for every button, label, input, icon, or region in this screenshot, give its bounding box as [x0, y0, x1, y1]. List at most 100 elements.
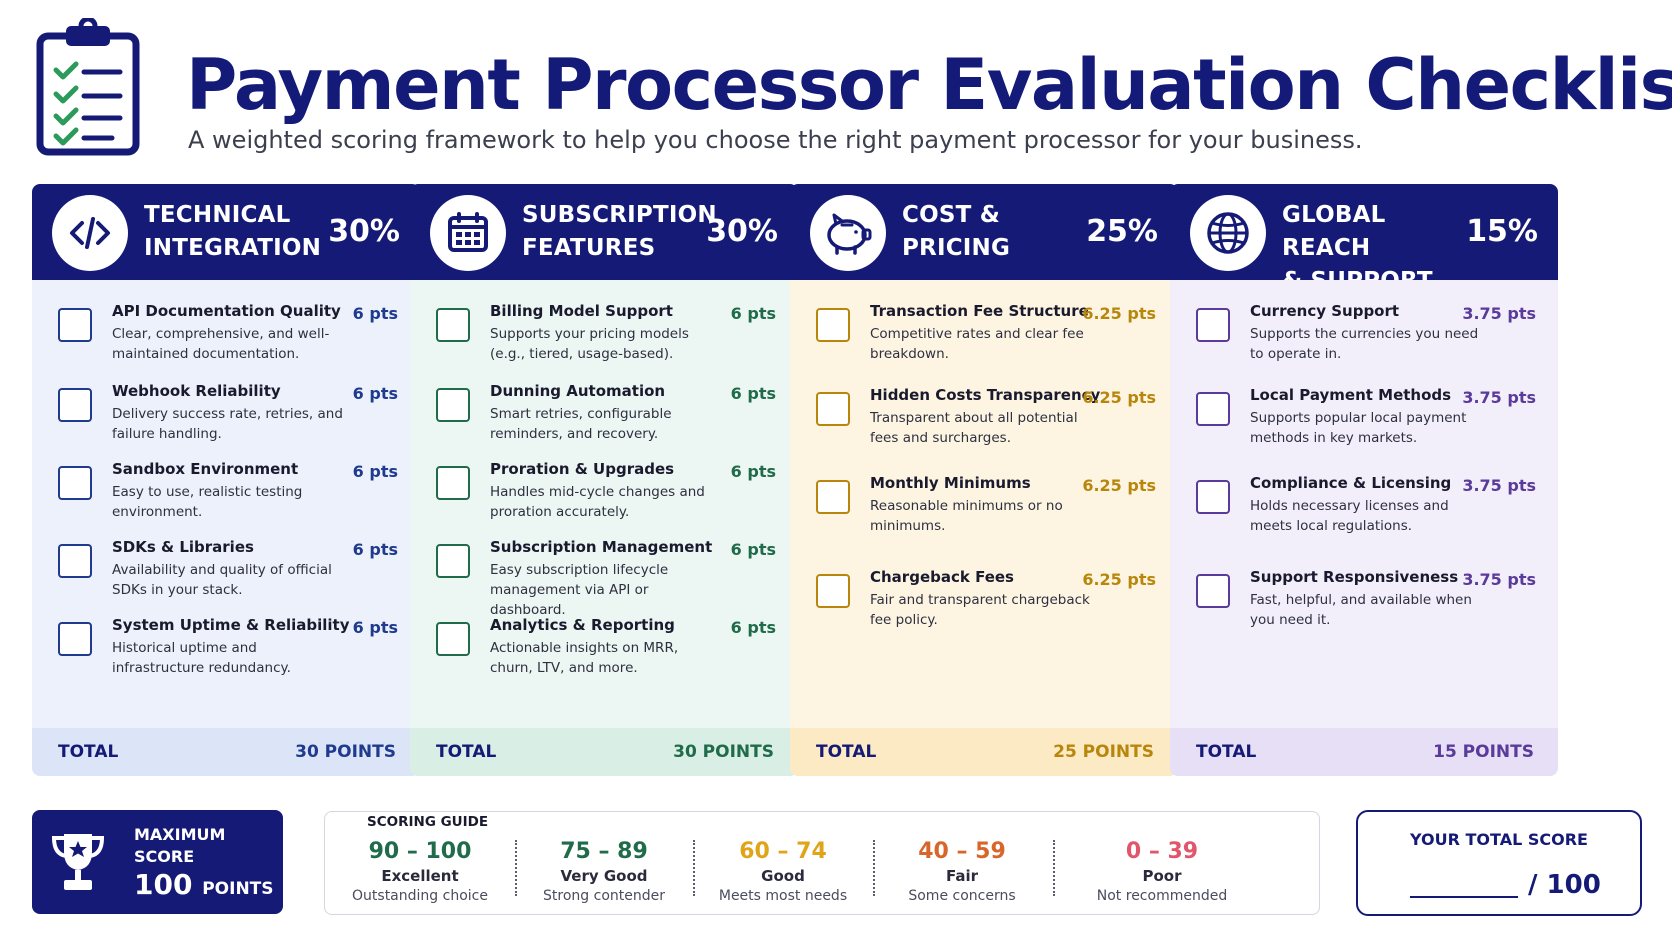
- checklist-item: System Uptime & Reliability Historical up…: [32, 614, 420, 694]
- band-desc: Meets most needs: [718, 888, 848, 904]
- item-title: Currency Support: [1250, 302, 1400, 320]
- item-description: Fair and transparent chargeback fee poli…: [870, 592, 1090, 628]
- checkbox[interactable]: [58, 622, 92, 656]
- band-range: 60 – 74: [739, 839, 827, 864]
- item-points: 3.75 pts: [1462, 388, 1536, 407]
- band-range: 75 – 89: [560, 839, 648, 864]
- checkbox[interactable]: [58, 544, 92, 578]
- item-title: API Documentation Quality: [112, 302, 341, 320]
- divider: [873, 840, 875, 896]
- item-points: 3.75 pts: [1462, 304, 1536, 323]
- card-header: GLOBAL REACH& SUPPORT 15%: [1170, 184, 1558, 294]
- card-weight: 30%: [328, 214, 400, 249]
- item-title: Transaction Fee Structure: [870, 302, 1089, 320]
- item-points: 3.75 pts: [1462, 476, 1536, 495]
- card-header: TECHNICAL INTEGRATION 30%: [32, 184, 420, 280]
- item-points: 6 pts: [730, 384, 776, 403]
- trophy-icon: [51, 834, 105, 890]
- checkbox[interactable]: [58, 466, 92, 500]
- item-description: Handles mid-cycle changes and proration …: [490, 484, 705, 520]
- item-points: 6 pts: [352, 384, 398, 403]
- score-entry-line[interactable]: [1410, 896, 1518, 898]
- item-points: 6 pts: [352, 540, 398, 559]
- total-label: TOTAL: [1196, 742, 1257, 762]
- item-points: 6 pts: [730, 540, 776, 559]
- total-score-box[interactable]: YOUR TOTAL SCORE / 100: [1356, 810, 1642, 916]
- checklist-item: Sandbox Environment Easy to use, realisti…: [32, 458, 420, 538]
- checkbox[interactable]: [1196, 308, 1230, 342]
- card-footer: TOTAL 25 POINTS: [790, 728, 1178, 776]
- card-weight: 25%: [1086, 214, 1158, 249]
- card-weight: 15%: [1466, 214, 1538, 249]
- item-title: Subscription Management: [490, 538, 713, 556]
- item-points: 6.25 pts: [1082, 570, 1156, 589]
- item-title: Compliance & Licensing: [1250, 474, 1452, 492]
- checklist-item: Local Payment Methods Supports popular lo…: [1170, 384, 1558, 464]
- item-title: Proration & Upgrades: [490, 460, 675, 478]
- checkbox[interactable]: [436, 544, 470, 578]
- checkbox[interactable]: [1196, 574, 1230, 608]
- header: Payment Processor Evaluation Checklist A…: [36, 16, 1672, 166]
- item-description: Clear, comprehensive, and well-maintaine…: [112, 326, 330, 362]
- checkbox[interactable]: [816, 308, 850, 342]
- item-description: Holds necessary licenses and meets local…: [1250, 498, 1449, 534]
- checkbox[interactable]: [1196, 392, 1230, 426]
- band-desc: Outstanding choice: [352, 888, 488, 904]
- card-header: COST & PRICING 25%: [790, 184, 1178, 280]
- total-label: TOTAL: [58, 742, 119, 762]
- checkbox[interactable]: [58, 308, 92, 342]
- total-score-label: YOUR TOTAL SCORE: [1410, 830, 1588, 849]
- checkbox[interactable]: [436, 308, 470, 342]
- band-label: Poor: [1142, 867, 1182, 885]
- band-label: Good: [761, 867, 805, 885]
- checklist-item: API Documentation Quality Clear, comprehe…: [32, 300, 420, 380]
- item-points: 6 pts: [730, 304, 776, 323]
- checkbox[interactable]: [816, 480, 850, 514]
- checklist-item: Compliance & Licensing Holds necessary li…: [1170, 472, 1558, 552]
- checklist-item: Transaction Fee Structure Competitive rat…: [790, 300, 1178, 380]
- item-description: Supports the currencies you need to oper…: [1250, 326, 1479, 362]
- item-points: 6.25 pts: [1082, 388, 1156, 407]
- band-label: Fair: [945, 867, 979, 885]
- item-points: 6 pts: [730, 462, 776, 481]
- checkbox[interactable]: [816, 392, 850, 426]
- clipboard-checklist-icon: [36, 18, 140, 156]
- code-icon: [52, 195, 128, 271]
- checkbox[interactable]: [1196, 480, 1230, 514]
- band-label: Very Good: [560, 867, 648, 885]
- scoring-guide-title: SCORING GUIDE: [363, 814, 493, 830]
- band-desc: Strong contender: [543, 888, 665, 904]
- item-title: Webhook Reliability: [112, 382, 281, 400]
- item-title: System Uptime & Reliability: [112, 616, 350, 634]
- checkbox[interactable]: [816, 574, 850, 608]
- checkbox[interactable]: [58, 388, 92, 422]
- item-description: Historical uptime and infrastructure red…: [112, 640, 291, 676]
- score-band-poor: 0 – 39 Poor Not recommended: [1067, 838, 1257, 910]
- item-description: Reasonable minimums or no minimums.: [870, 498, 1063, 534]
- checklist-item: SDKs & Libraries Availability and quality…: [32, 536, 420, 616]
- card-cost-pricing: COST & PRICING 25% Transaction Fee Struct…: [790, 184, 1178, 776]
- page-subtitle: A weighted scoring framework to help you…: [188, 126, 1363, 154]
- checkbox[interactable]: [436, 622, 470, 656]
- item-description: Easy subscription lifecycle management v…: [490, 562, 669, 618]
- card-body: Billing Model Support Supports your prici…: [410, 280, 798, 728]
- total-score-max: / 100: [1528, 870, 1601, 900]
- item-description: Actionable insights on MRR, churn, LTV, …: [490, 640, 679, 676]
- item-title: Local Payment Methods: [1250, 386, 1452, 404]
- checklist-item: Webhook Reliability Delivery success rate…: [32, 380, 420, 460]
- item-description: Supports your pricing models (e.g., tier…: [490, 326, 689, 362]
- card-footer: TOTAL 15 POINTS: [1170, 728, 1558, 776]
- band-label: Excellent: [381, 867, 459, 885]
- checklist-item: Chargeback Fees Fair and transparent char…: [790, 566, 1178, 646]
- total-value: 25 POINTS: [1053, 742, 1154, 762]
- item-title: SDKs & Libraries: [112, 538, 254, 556]
- item-description: Smart retries, configurable reminders, a…: [490, 406, 672, 442]
- checkbox[interactable]: [436, 388, 470, 422]
- item-title: Support Responsiveness: [1250, 568, 1459, 586]
- checklist-item: Subscription Management Easy subscription…: [410, 536, 798, 618]
- calendar-icon: [430, 195, 506, 271]
- item-title: Hidden Costs Transparency: [870, 386, 1101, 404]
- item-points: 6 pts: [352, 618, 398, 637]
- card-title: TECHNICAL INTEGRATION: [144, 202, 322, 261]
- checkbox[interactable]: [436, 466, 470, 500]
